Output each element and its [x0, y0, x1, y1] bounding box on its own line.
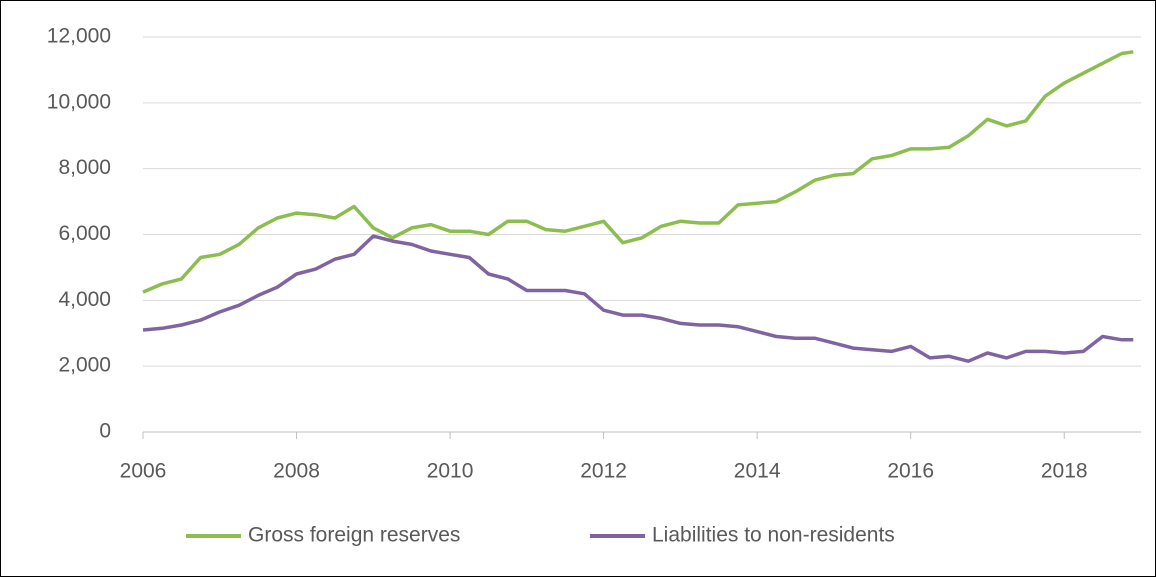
y-tick-label: 8,000 — [58, 156, 111, 179]
line-series — [142, 50, 1134, 294]
legend-label: Liabilities to non-residents — [652, 524, 895, 547]
x-tick-label: 2008 — [273, 460, 320, 483]
x-tick-label: 2012 — [580, 460, 627, 483]
x-tick-label: 2016 — [887, 460, 934, 483]
y-tick-label: 12,000 — [47, 25, 111, 48]
line-series — [142, 234, 1134, 363]
legend-label: Gross foreign reserves — [248, 524, 460, 547]
x-tick-label: 2010 — [427, 460, 474, 483]
x-tick-label: 2014 — [734, 460, 781, 483]
y-tick-label: 0 — [99, 420, 111, 443]
x-tick-label: 2006 — [120, 460, 167, 483]
y-tick-label: 10,000 — [47, 90, 111, 113]
y-tick-label: 2,000 — [58, 354, 111, 377]
x-tick-label: 2018 — [1041, 460, 1088, 483]
y-tick-label: 6,000 — [58, 222, 111, 245]
y-tick-label: 4,000 — [58, 288, 111, 311]
